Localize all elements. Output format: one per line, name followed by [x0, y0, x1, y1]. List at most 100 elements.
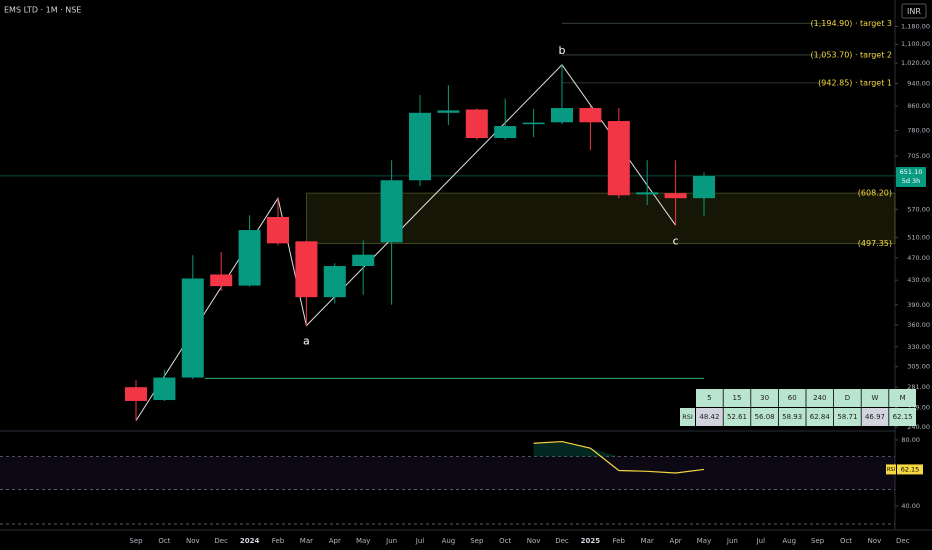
last-price-badge: [896, 166, 926, 187]
table-row-label-cell: [680, 408, 695, 426]
candle: [295, 240, 318, 326]
table-header: 240: [813, 394, 826, 402]
y-tick-label: 1,180.00: [901, 22, 930, 30]
currency[interactable]: INR: [907, 7, 921, 16]
x-tick-label: Nov: [186, 537, 200, 545]
candle-body: [409, 112, 431, 181]
x-tick-label: Oct: [499, 537, 511, 545]
table-value-cell: [834, 408, 861, 426]
y-tick-label: 1,020.00: [901, 59, 930, 67]
candle: [693, 172, 715, 216]
table-header-cell: [751, 389, 778, 407]
y-tick-label: 940.00: [907, 80, 930, 88]
x-tick-label: Aug: [782, 537, 796, 545]
table-row-label: RSI: [682, 413, 693, 421]
x-tick-label: Apr: [670, 537, 682, 545]
candle-body: [323, 266, 346, 298]
candle: [437, 85, 460, 126]
candle: [380, 160, 403, 305]
candle: [210, 252, 233, 291]
y-tick-label: 281.00: [907, 383, 930, 391]
candle: [181, 255, 204, 380]
table-header: 60: [788, 394, 797, 402]
x-tick-label: Oct: [840, 537, 852, 545]
table-value-cell: [778, 408, 806, 426]
candle-body: [636, 192, 659, 195]
candle-body: [380, 180, 403, 243]
y-tick-label: 330.00: [907, 343, 930, 351]
y-tick-label: 259.00: [907, 404, 930, 412]
table-header-cell: [778, 389, 806, 407]
table-value: 52.61: [727, 413, 747, 421]
candle: [465, 108, 488, 140]
candle: [238, 215, 261, 287]
candle: [409, 95, 431, 187]
wave-label: b: [559, 44, 566, 57]
table-header-cell: [889, 389, 916, 407]
y-tick-label: 240.00: [907, 423, 930, 431]
table-header: 15: [733, 394, 742, 402]
last-price-label: 651.10: [900, 168, 923, 176]
x-tick-label: 2025: [581, 537, 601, 545]
candle-body: [664, 193, 687, 199]
table-header-cell: [806, 389, 834, 407]
candle: [664, 160, 687, 226]
y-tick-label: 570.00: [907, 205, 930, 213]
x-tick-label: 2024: [240, 537, 260, 545]
y-tick-label: 360.00: [907, 321, 930, 329]
table-value: 62.84: [810, 413, 831, 421]
chart-title: EMS LTD · 1M · NSE: [4, 6, 81, 15]
y-tick-label: 470.00: [907, 254, 930, 262]
x-tick-label: Apr: [329, 537, 341, 545]
target-label: (1,194.90) · target 3: [811, 19, 892, 28]
x-tick-label: Mar: [641, 537, 654, 545]
candle-body: [551, 108, 573, 123]
table-value-cell: [751, 408, 778, 426]
candle-body: [494, 126, 517, 139]
x-tick-label: Aug: [442, 537, 456, 545]
x-tick-label: Dec: [214, 537, 228, 545]
candle-body: [579, 108, 602, 123]
table-value: 58.71: [837, 413, 857, 421]
candle: [352, 240, 375, 295]
y-tick-label: 705.00: [907, 152, 930, 160]
y-tick-label: 780.00: [907, 127, 930, 135]
x-tick-label: Mar: [300, 537, 313, 545]
rsi-y-tick-label: 40.00: [901, 502, 920, 510]
candle: [607, 108, 630, 199]
rsi-value: 62.15: [901, 465, 920, 473]
x-tick-label: Feb: [272, 537, 285, 545]
table-value: 62.15: [893, 413, 913, 421]
candle-body: [295, 241, 318, 298]
table-value: 48.42: [699, 413, 719, 421]
x-tick-label: Jun: [385, 537, 397, 545]
y-tick-label: 510.00: [907, 233, 930, 241]
x-tick-label: Nov: [527, 537, 541, 545]
candle-body: [125, 387, 147, 401]
table-header: 5: [707, 394, 711, 402]
x-tick-label: Sep: [129, 537, 143, 545]
x-tick-label: Sep: [811, 537, 825, 545]
candle-body: [267, 216, 289, 244]
table-value-cell: [723, 408, 751, 426]
target-label: (1,053.70) · target 2: [811, 50, 892, 59]
candle: [522, 108, 545, 138]
table-header-cell: [834, 389, 861, 407]
rsi-y-tick-label: 80.00: [901, 436, 920, 444]
table-value-cell: [861, 408, 889, 426]
currency-box[interactable]: [901, 3, 927, 19]
candle-body: [437, 110, 460, 113]
wave-label: c: [673, 234, 679, 247]
candle-body: [607, 121, 630, 196]
rsi-band-bg: [0, 456, 895, 490]
table-header: M: [900, 394, 906, 402]
table-value: 56.08: [755, 413, 775, 421]
x-tick-label: Jul: [756, 537, 766, 545]
x-tick-label: Feb: [613, 537, 626, 545]
candle: [636, 160, 659, 206]
candle-body: [153, 377, 176, 401]
candle-body: [181, 278, 204, 378]
y-tick-label: 860.00: [907, 102, 930, 110]
